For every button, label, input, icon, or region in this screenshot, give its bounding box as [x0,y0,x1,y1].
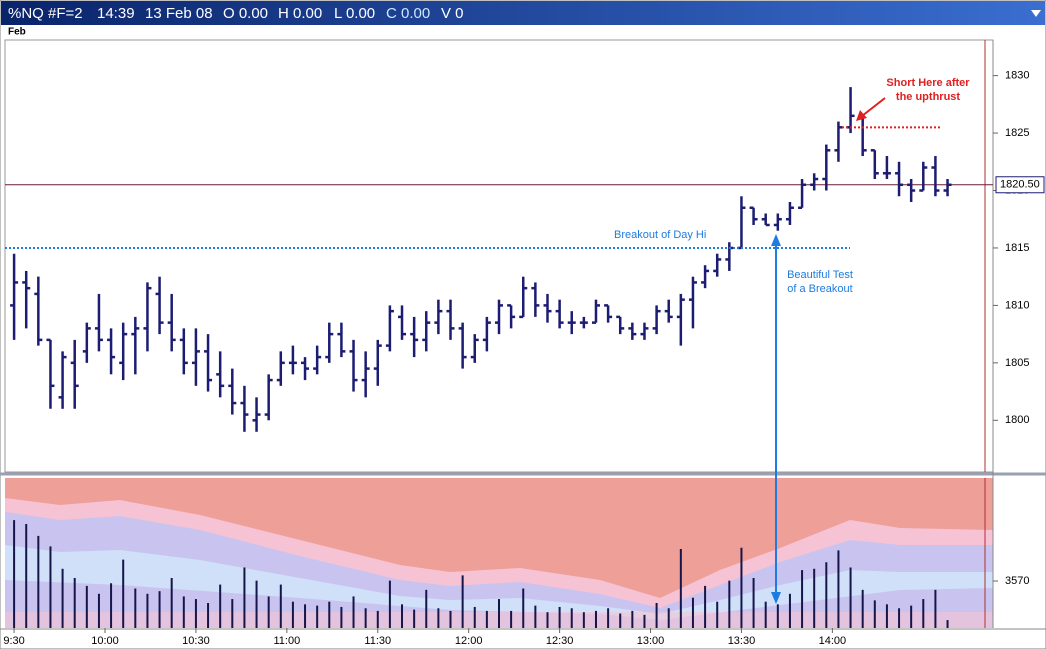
title-bar: %NQ #F=2 14:39 13 Feb 08 O 0.00 H 0.00 L… [1,1,1045,25]
x-tick-label: 12:30 [546,635,574,647]
arrow-head [771,592,781,604]
x-tick-label: 10:00 [91,635,119,647]
symbol: %NQ #F=2 [8,5,83,22]
x-tick-label: 11:00 [273,635,300,647]
field: H 0.00 [278,5,322,22]
field: L 0.00 [334,5,375,22]
time: 14:39 [97,5,135,22]
short-arrow [861,97,886,117]
y-tick-label: 3570 [1005,575,1029,587]
y-tick-label: 1810 [1005,299,1029,311]
period-label: Feb [8,27,26,38]
annotation: Short Here after [886,77,970,89]
date: 13 Feb 08 [145,5,213,22]
annotation: the upthrust [896,91,960,103]
y-tick-label: 1805 [1005,357,1029,369]
title-bar-bg [1,1,1045,25]
x-tick-label: 12:00 [455,635,483,647]
arrow-head [856,110,867,121]
x-tick-label: 9:30 [3,635,24,647]
arrow-head [771,234,781,246]
last-price-label: 1820.50 [1000,179,1040,191]
field: C 0.00 [386,5,430,22]
x-tick-label: 13:00 [637,635,665,647]
x-tick-label: 13:30 [728,635,756,647]
annotation: of a Breakout [787,283,852,295]
annotation: Beautiful Test [787,269,853,281]
y-tick-label: 1825 [1005,127,1029,139]
x-tick-label: 10:30 [182,635,210,647]
x-tick-label: 14:00 [819,635,847,647]
annotation: Breakout of Day Hi [614,229,706,241]
field: V 0 [441,5,464,22]
y-tick-label: 1800 [1005,414,1029,426]
price-panel [4,39,994,473]
last-price-box [995,176,1045,194]
y-tick-label: 1830 [1005,70,1029,82]
dropdown-button[interactable] [1031,10,1041,17]
x-tick-label: 11:30 [364,635,391,647]
y-tick-label: 1815 [1005,242,1029,254]
field: O 0.00 [223,5,268,22]
